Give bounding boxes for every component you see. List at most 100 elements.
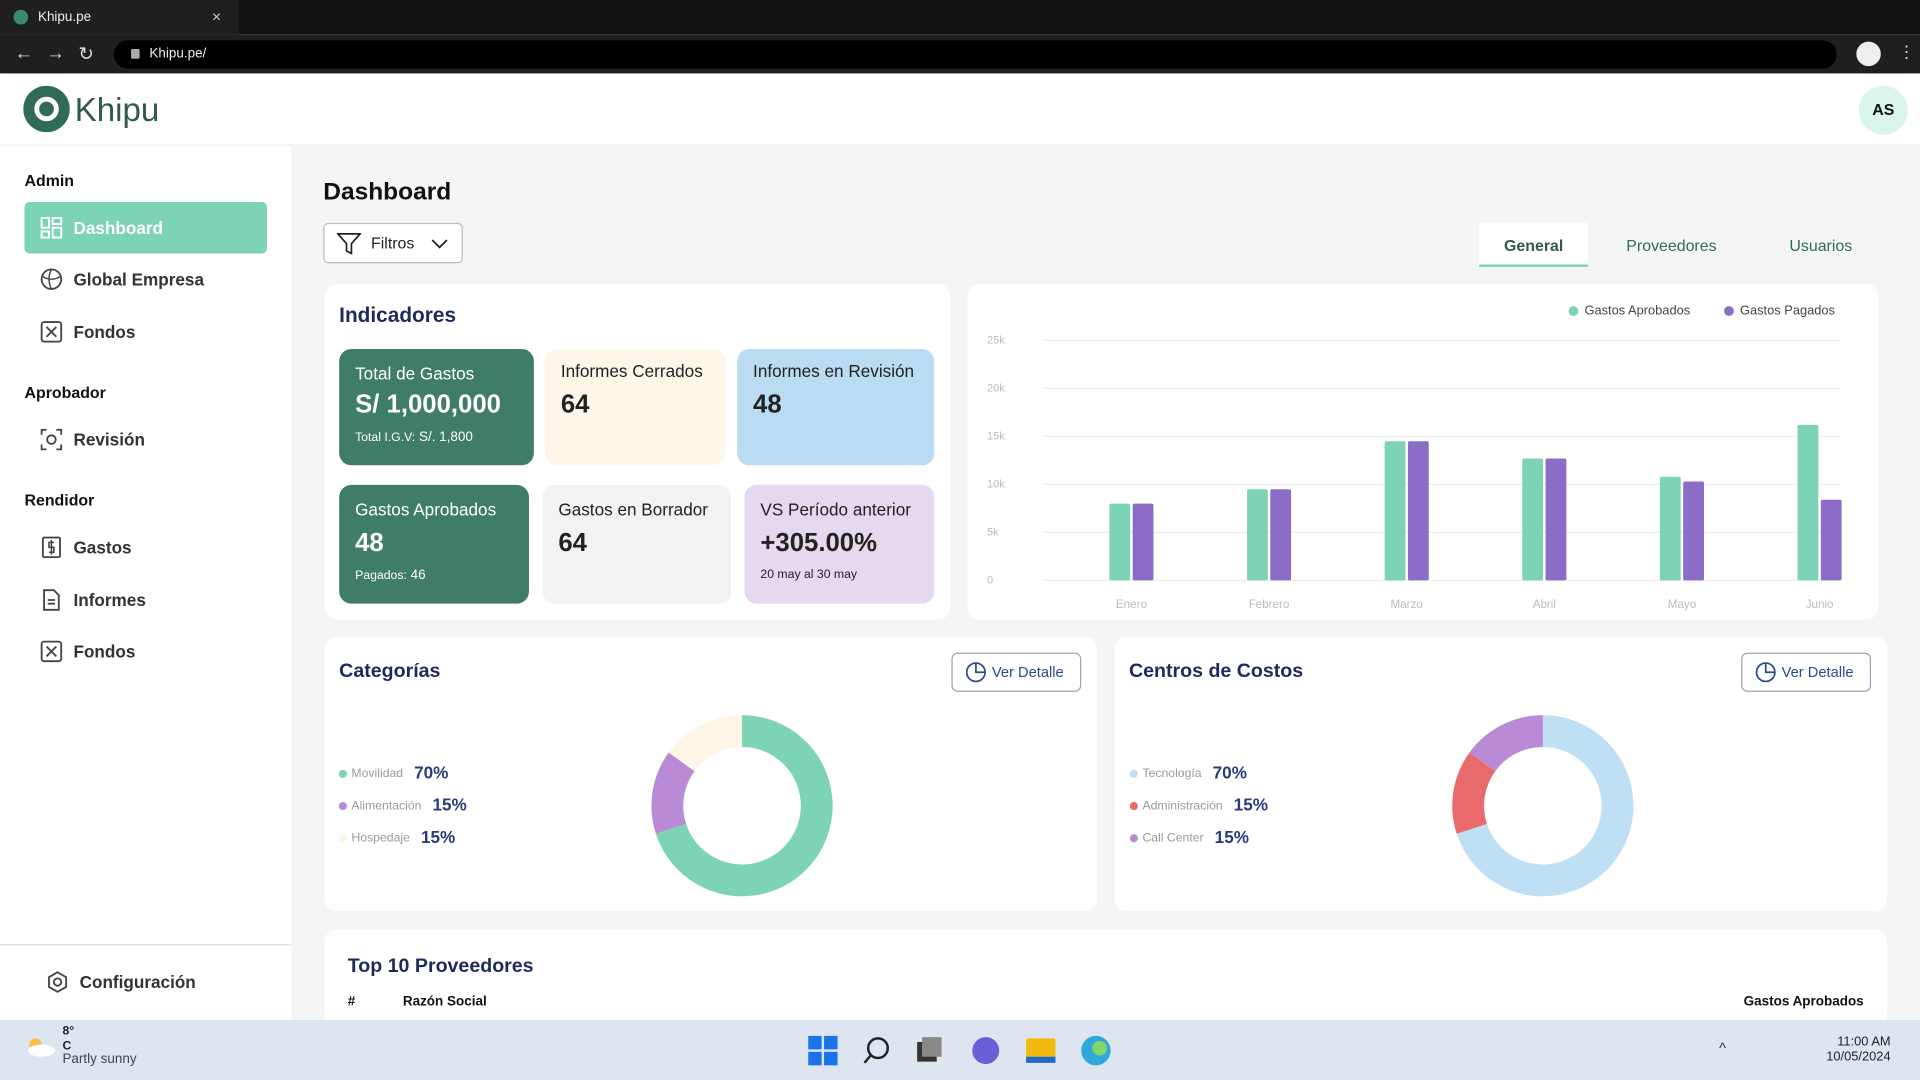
edge-button[interactable] xyxy=(1081,1035,1111,1066)
profile-button[interactable] xyxy=(1856,41,1881,67)
clock-time[interactable]: 11:00 AM xyxy=(1837,1034,1891,1050)
section-title: Admin xyxy=(24,171,75,190)
bar xyxy=(1384,441,1406,581)
tab-title: Khipu.pe xyxy=(37,9,92,25)
column-header: # xyxy=(347,994,356,1009)
tab-close[interactable]: × xyxy=(211,7,222,26)
card-title: Centros de Costos xyxy=(1128,661,1304,683)
legend-label: Movilidad xyxy=(351,766,403,780)
nav-item[interactable]: Global Empresa xyxy=(24,253,266,304)
tray-chevron[interactable]: ^ xyxy=(1719,1039,1727,1057)
bar xyxy=(1683,481,1704,581)
legend-value: 15% xyxy=(421,827,455,847)
indicator-label: VS Período anterior xyxy=(760,499,911,520)
bar xyxy=(1270,489,1292,581)
search-button[interactable] xyxy=(863,1037,889,1064)
nav-label: Configuración xyxy=(79,972,196,992)
taskbar-apps xyxy=(808,1035,1111,1066)
filter-button[interactable]: Filtros xyxy=(323,222,463,264)
legend-label: Administración xyxy=(1142,798,1222,812)
bar xyxy=(1109,503,1131,581)
indicator-note-value: S/. 1,800 xyxy=(418,429,473,445)
sidebar xyxy=(0,145,292,1020)
tab-active[interactable] xyxy=(1479,222,1589,267)
nav-label: Informes xyxy=(73,590,146,610)
indicator-note-value: 46 xyxy=(410,568,426,583)
nav-item[interactable]: Fondos xyxy=(24,306,266,357)
legend-value: 15% xyxy=(1234,795,1268,815)
tab-strip xyxy=(0,0,1920,35)
temperature-unit: C xyxy=(62,1039,72,1054)
donut-segment xyxy=(1456,715,1634,897)
section-title: Rendidor xyxy=(24,491,95,510)
indicator-value: 64 xyxy=(558,528,587,558)
logo-text[interactable]: Khipu xyxy=(74,91,160,129)
weather: Partly sunny xyxy=(62,1051,137,1067)
detail-button[interactable]: Ver Detalle xyxy=(1741,652,1872,692)
lock-icon xyxy=(131,48,140,59)
temperature: 8° xyxy=(62,1024,75,1039)
indicator-note-label: Total I.G.V: xyxy=(355,431,416,445)
nav-item[interactable]: Revisión xyxy=(24,414,266,465)
legend-label: Call Center xyxy=(1142,831,1203,845)
nav-item[interactable]: Informes xyxy=(24,574,266,625)
legend-marker xyxy=(1129,834,1138,843)
legend-marker xyxy=(338,834,347,843)
nav-label: Fondos xyxy=(73,322,136,342)
menu-button[interactable]: ⋮ xyxy=(1897,41,1916,62)
detail-button[interactable]: Ver Detalle xyxy=(951,652,1082,692)
legend-value: 70% xyxy=(414,762,448,782)
explorer-button[interactable] xyxy=(1026,1038,1056,1063)
bar xyxy=(1522,458,1544,581)
indicator-label: Gastos en Borrador xyxy=(558,499,708,520)
indicator-label: Informes en Revisión xyxy=(753,361,915,381)
nav-item[interactable]: Dashboard xyxy=(24,202,267,254)
nav-item[interactable]: Gastos xyxy=(24,522,266,573)
indicator-label: Gastos Aprobados xyxy=(355,499,497,520)
indicator-value: +305.00% xyxy=(760,528,877,558)
indicator: Gastos Aprobados 48 Pagados: 46 xyxy=(339,484,529,604)
logo-icon[interactable] xyxy=(23,85,70,133)
back-button[interactable]: ← xyxy=(14,42,34,64)
y-tick-label: 20k xyxy=(987,382,1005,394)
tab-label[interactable]: Usuarios xyxy=(1789,236,1853,255)
legend-label: Tecnología xyxy=(1142,766,1201,780)
address-bar[interactable] xyxy=(113,40,1837,69)
indicator-note-label: Pagados: xyxy=(355,569,407,583)
nav-label: Dashboard xyxy=(73,217,164,238)
table-title: Top 10 Proveedores xyxy=(347,956,534,978)
tab-label[interactable]: Proveedores xyxy=(1626,236,1717,255)
settings-item[interactable]: Configuración xyxy=(31,956,273,1007)
reload-button[interactable]: ↻ xyxy=(78,44,94,65)
weather-icon[interactable] xyxy=(24,1036,56,1058)
legend-marker xyxy=(1568,306,1579,316)
bar xyxy=(1659,476,1681,581)
tab[interactable] xyxy=(0,0,239,35)
donut-segment xyxy=(1469,715,1543,772)
legend-marker xyxy=(1724,306,1734,316)
donut-segment xyxy=(1452,752,1496,834)
legend-marker xyxy=(338,802,347,811)
start-button[interactable] xyxy=(808,1035,838,1066)
nav-item[interactable]: Fondos xyxy=(24,626,266,677)
x-tick-label: Febrero xyxy=(1249,598,1290,611)
favicon xyxy=(13,9,29,25)
legend-value: 15% xyxy=(432,795,466,815)
clock-date[interactable]: 10/05/2024 xyxy=(1826,1049,1891,1065)
column-header: Razón Social xyxy=(402,994,487,1009)
tab-label[interactable]: General xyxy=(1504,236,1564,255)
forward-button[interactable]: → xyxy=(46,42,65,64)
donut-segment xyxy=(651,752,695,834)
task-view-button[interactable] xyxy=(917,1037,942,1062)
x-tick-label: Enero xyxy=(1116,598,1147,611)
legend-label: Hospedaje xyxy=(351,831,410,845)
nav-label: Revisión xyxy=(73,429,145,450)
avatar[interactable]: AS xyxy=(1858,85,1908,135)
column-header: Gastos Aprobados xyxy=(1743,994,1864,1009)
indicator-label: Informes Cerrados xyxy=(560,361,703,381)
divider xyxy=(0,944,292,946)
chat-button[interactable] xyxy=(972,1037,1000,1065)
